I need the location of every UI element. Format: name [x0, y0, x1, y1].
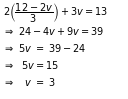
Text: $2\left(\dfrac{12-2v}{3}\right)+3v=13$: $2\left(\dfrac{12-2v}{3}\right)+3v=13$	[3, 1, 108, 25]
Text: $\Rightarrow\ 5v\ =\ 39-24$: $\Rightarrow\ 5v\ =\ 39-24$	[3, 42, 87, 54]
Text: $\Rightarrow\ \ 5v=15$: $\Rightarrow\ \ 5v=15$	[3, 59, 59, 71]
Text: $\Rightarrow\ \ \ v\ =\ 3$: $\Rightarrow\ \ \ v\ =\ 3$	[3, 76, 56, 88]
Text: $\Rightarrow\ 24-4v+9v=39$: $\Rightarrow\ 24-4v+9v=39$	[3, 25, 104, 37]
